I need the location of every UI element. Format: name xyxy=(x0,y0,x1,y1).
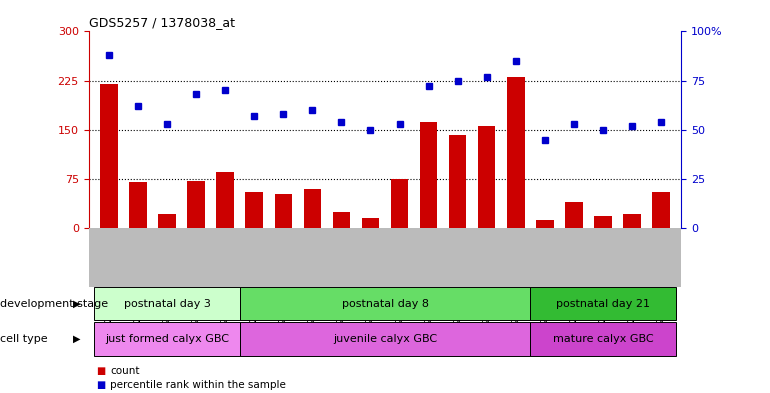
Text: development stage: development stage xyxy=(0,299,108,309)
Text: ▶: ▶ xyxy=(73,334,81,344)
Text: ■: ■ xyxy=(96,366,105,376)
Text: GDS5257 / 1378038_at: GDS5257 / 1378038_at xyxy=(89,16,235,29)
Bar xyxy=(239,322,531,356)
Text: ▶: ▶ xyxy=(73,299,81,309)
Text: postnatal day 3: postnatal day 3 xyxy=(123,299,210,309)
Bar xyxy=(362,218,379,228)
Text: cell type: cell type xyxy=(0,334,48,344)
Text: count: count xyxy=(110,366,139,376)
Text: postnatal day 8: postnatal day 8 xyxy=(342,299,428,309)
Bar xyxy=(275,194,292,228)
Text: postnatal day 21: postnatal day 21 xyxy=(556,299,650,309)
Bar xyxy=(449,135,467,228)
Text: ■: ■ xyxy=(96,380,105,390)
Bar xyxy=(536,220,554,228)
Text: just formed calyx GBC: just formed calyx GBC xyxy=(105,334,229,344)
Bar xyxy=(531,322,675,356)
Bar xyxy=(507,77,524,228)
Bar xyxy=(100,84,118,228)
Bar xyxy=(239,287,531,320)
Bar xyxy=(187,181,205,228)
Bar xyxy=(478,127,495,228)
Bar xyxy=(420,122,437,228)
Text: mature calyx GBC: mature calyx GBC xyxy=(553,334,653,344)
Text: percentile rank within the sample: percentile rank within the sample xyxy=(110,380,286,390)
Bar xyxy=(652,192,670,228)
Bar xyxy=(391,179,408,228)
Bar xyxy=(303,189,321,228)
Bar xyxy=(95,287,239,320)
Bar xyxy=(594,216,611,228)
Bar xyxy=(565,202,583,228)
Bar xyxy=(531,287,675,320)
Bar xyxy=(246,192,263,228)
Bar xyxy=(95,322,239,356)
Bar xyxy=(129,182,146,228)
Bar xyxy=(159,213,176,228)
Bar xyxy=(333,211,350,228)
Text: juvenile calyx GBC: juvenile calyx GBC xyxy=(333,334,437,344)
Bar xyxy=(624,213,641,228)
Bar xyxy=(216,172,234,228)
